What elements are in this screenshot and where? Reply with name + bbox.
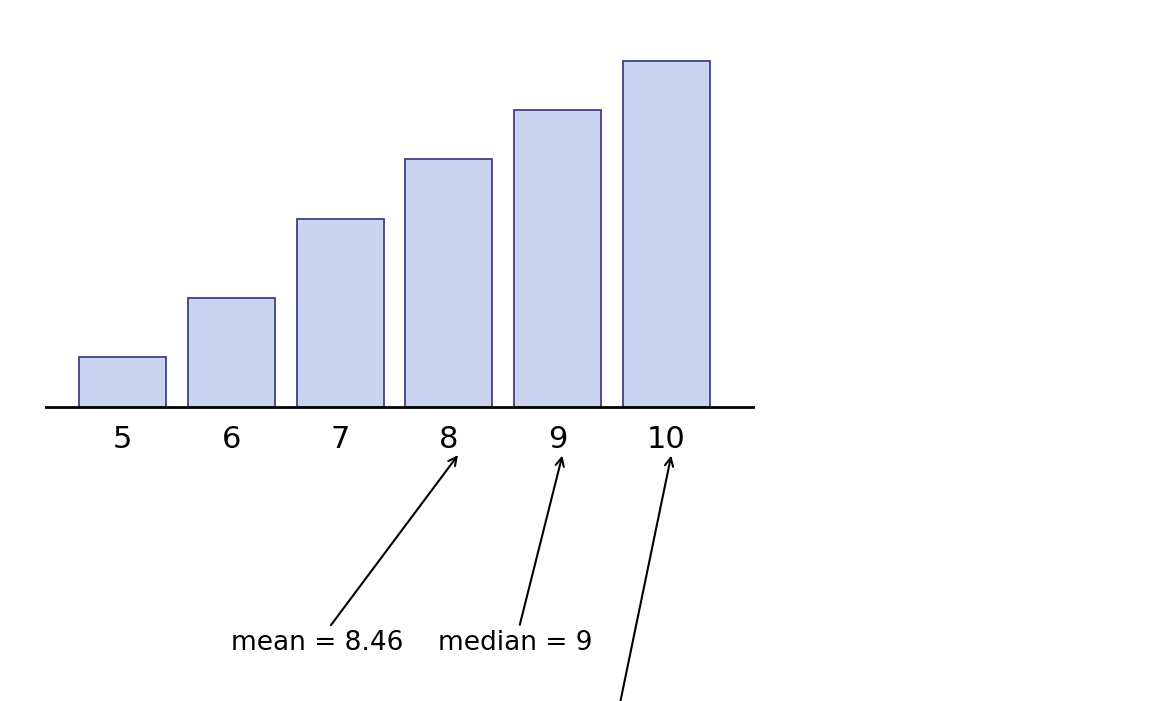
Bar [622, 60, 709, 407]
Bar [79, 357, 166, 407]
Text: mode = 10: mode = 10 [541, 458, 688, 701]
Text: mean = 8.46: mean = 8.46 [232, 457, 457, 656]
Text: median = 9: median = 9 [438, 458, 592, 656]
Bar [515, 110, 602, 407]
Bar [188, 298, 275, 407]
Bar [297, 219, 384, 407]
Bar [406, 159, 493, 407]
